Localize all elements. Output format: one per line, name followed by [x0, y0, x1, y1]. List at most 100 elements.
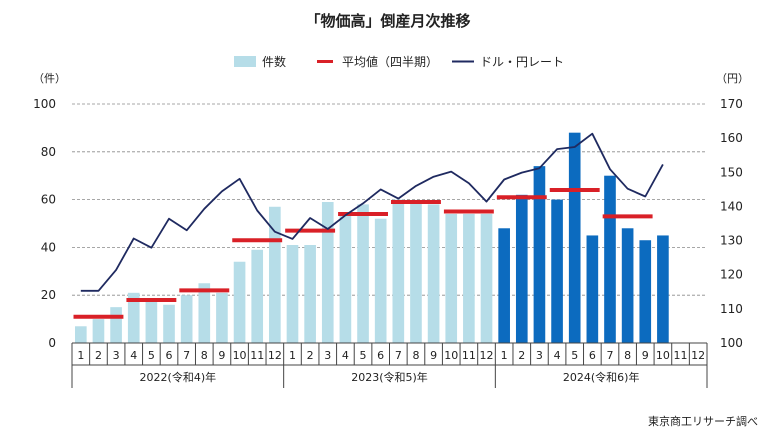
bar-4 — [145, 299, 158, 343]
month-label-25: 2 — [518, 349, 525, 362]
month-label-28: 5 — [571, 349, 578, 362]
bar-33 — [657, 235, 669, 343]
bar-23 — [480, 213, 493, 343]
gridlines — [72, 103, 707, 296]
bar-3 — [127, 292, 140, 343]
month-label-11: 12 — [268, 349, 282, 362]
right-tick-2: 120 — [720, 268, 743, 282]
bar-16 — [357, 204, 369, 343]
month-label-7: 8 — [201, 349, 208, 362]
legend-bar-swatch — [234, 56, 256, 67]
bar-30 — [604, 175, 616, 343]
month-label-13: 2 — [307, 349, 314, 362]
month-label-22: 11 — [462, 349, 476, 362]
bar-17 — [374, 218, 387, 343]
year-label-0: 2022(令和4)年 — [140, 370, 217, 384]
bar-22 — [463, 213, 475, 343]
month-label-5: 6 — [166, 349, 173, 362]
bar-series — [74, 132, 669, 343]
bar-29 — [586, 235, 599, 343]
month-label-1: 2 — [95, 349, 102, 362]
bar-28 — [568, 132, 581, 343]
bar-26 — [533, 166, 546, 343]
x-axis-table: 1 2 3 4 5 6 7 8 9 10 11 12 1 2 3 4 5 6 7 8 9 10 11 12 1 2 3 4 5 6 7 8 9 1… — [71, 342, 708, 388]
month-label-3: 4 — [130, 349, 137, 362]
left-tick-0: 0 — [48, 336, 56, 350]
bar-31 — [621, 228, 634, 343]
month-label-20: 9 — [430, 349, 437, 362]
bar-13 — [304, 245, 316, 343]
month-label-15: 4 — [342, 349, 349, 362]
bar-9 — [233, 261, 246, 343]
bar-32 — [639, 240, 652, 343]
month-label-26: 3 — [536, 349, 543, 362]
month-label-14: 3 — [324, 349, 331, 362]
bar-11 — [269, 206, 281, 343]
rate-series — [80, 132, 664, 292]
quarterly-average-series — [73, 188, 653, 319]
month-label-29: 6 — [589, 349, 596, 362]
month-label-16: 5 — [360, 349, 367, 362]
month-label-32: 9 — [642, 349, 649, 362]
legend-rate-label: ドル・円レート — [480, 55, 564, 69]
month-label-33: 10 — [656, 349, 670, 362]
right-tick-0: 100 — [720, 336, 743, 350]
left-tick-5: 100 — [33, 97, 56, 111]
legend-bar-label: 件数 — [262, 54, 286, 69]
month-label-6: 7 — [183, 349, 190, 362]
month-label-8: 9 — [218, 349, 225, 362]
month-label-0: 1 — [77, 349, 84, 362]
bar-21 — [445, 213, 458, 343]
month-label-31: 8 — [624, 349, 631, 362]
left-tick-2: 40 — [41, 240, 56, 254]
bar-2 — [110, 307, 122, 343]
month-label-27: 4 — [554, 349, 561, 362]
month-label-12: 1 — [289, 349, 296, 362]
bar-12 — [286, 245, 299, 343]
year-label-1: 2023(令和5)年 — [351, 370, 428, 384]
right-tick-5: 150 — [720, 165, 743, 179]
bar-10 — [251, 249, 264, 343]
bar-15 — [339, 213, 352, 343]
bar-19 — [410, 201, 422, 343]
right-axis-unit: （円） — [716, 72, 749, 85]
month-label-10: 11 — [250, 349, 264, 362]
bar-25 — [515, 194, 528, 343]
bar-7 — [198, 283, 211, 343]
right-axis: 100 110 120 130 140 150 160 170 — [720, 97, 743, 350]
month-label-35: 12 — [691, 349, 705, 362]
month-label-34: 11 — [674, 349, 688, 362]
bar-0 — [74, 326, 87, 343]
bar-14 — [321, 201, 334, 343]
month-label-18: 7 — [395, 349, 402, 362]
bar-24 — [498, 228, 510, 343]
bar-18 — [392, 199, 405, 343]
left-tick-4: 80 — [41, 145, 56, 159]
month-label-9: 10 — [233, 349, 247, 362]
left-tick-1: 20 — [41, 288, 56, 302]
right-tick-3: 130 — [720, 234, 743, 248]
bar-5 — [163, 304, 175, 343]
legend-avg-label: 平均値（四半期） — [342, 54, 438, 69]
bar-6 — [180, 295, 193, 343]
month-label-4: 5 — [148, 349, 155, 362]
right-tick-4: 140 — [720, 199, 743, 213]
bar-27 — [551, 199, 563, 343]
year-label-2: 2024(令和6)年 — [563, 370, 640, 384]
bar-20 — [427, 204, 440, 343]
source-note: 東京商工リサーチ調べ — [648, 414, 758, 428]
month-label-2: 3 — [113, 349, 120, 362]
month-label-17: 6 — [377, 349, 384, 362]
rate-line — [80, 132, 664, 292]
chart-title: 「物価高」倒産月次推移 — [305, 12, 470, 30]
right-tick-7: 170 — [720, 97, 743, 111]
right-tick-1: 110 — [720, 302, 743, 316]
month-label-30: 7 — [606, 349, 613, 362]
month-label-21: 10 — [444, 349, 458, 362]
month-label-23: 12 — [480, 349, 494, 362]
bar-8 — [216, 292, 228, 343]
legend: 件数 平均値（四半期） ドル・円レート — [234, 54, 564, 69]
left-axis: 0 20 40 60 80 100 — [33, 97, 56, 350]
right-tick-6: 160 — [720, 131, 743, 145]
